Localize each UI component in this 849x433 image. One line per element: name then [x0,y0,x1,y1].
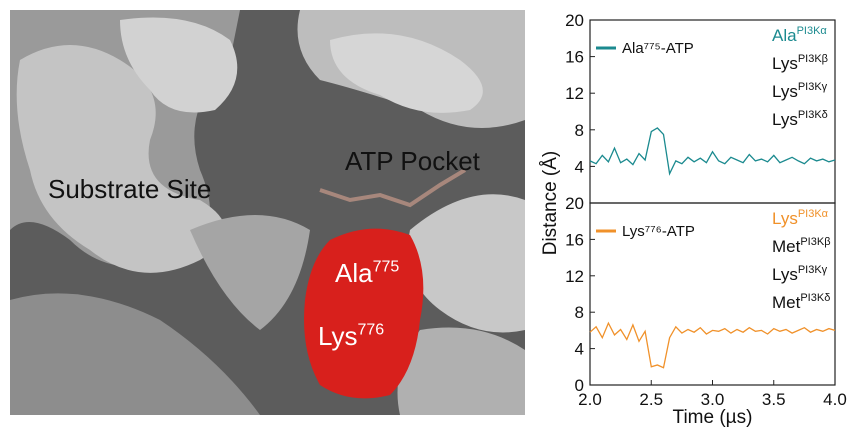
x-axis-label: Time (µs) [673,407,753,428]
residue-label-sup: PI3Kα [797,25,828,37]
residue-label-base: Lys [772,110,798,129]
y-tick-label: 16 [565,230,584,249]
image-label: ATP Pocket [345,146,481,176]
y-tick-label: 20 [565,11,584,30]
image-label-sup: 775 [373,259,400,276]
data-line [590,128,835,174]
residue-label: MetPI3Kβ [772,236,831,256]
image-label-base: Ala [335,258,373,288]
y-tick-label: 4 [575,157,584,176]
y-tick-label: 8 [575,303,584,322]
residue-label-base: Lys [772,82,798,101]
residue-label-sup: PI3Kδ [798,109,828,121]
x-tick-label: 3.5 [762,390,786,409]
residue-label: LysPI3Kγ [772,264,828,284]
y-tick-label: 12 [565,84,584,103]
residue-label-base: Ala [772,26,797,45]
x-tick-label: 2.0 [578,390,602,409]
y-tick-label: 12 [565,267,584,286]
x-tick-label: 2.5 [639,390,663,409]
image-label: Substrate Site [48,174,211,204]
residue-label: LysPI3Kδ [772,109,828,129]
residue-label-base: Met [772,237,801,256]
residue-label-sup: PI3Kβ [798,53,828,65]
residue-label-sup: PI3Kγ [798,81,828,93]
residue-label: LysPI3Kβ [772,53,828,73]
residue-label: LysPI3Kγ [772,81,828,101]
surface-image [10,10,525,415]
image-label-sup: 776 [358,322,385,339]
y-tick-label: 20 [565,194,584,213]
y-tick-label: 4 [575,340,584,359]
residue-label-sup: PI3Kγ [798,264,828,276]
residue-label: LysPI3Kα [772,208,829,228]
residue-label-base: Lys [772,54,798,73]
residue-label: AlaPI3Kα [772,25,827,45]
y-axis-label: Distance (Å) [540,151,561,256]
y-tick-label: 8 [575,121,584,140]
legend-label: Ala⁷⁷⁵-ATP [622,40,694,57]
residue-label-sup: PI3Kα [798,208,829,220]
x-tick-label: 4.0 [823,390,847,409]
residue-label-base: Lys [772,265,798,284]
residue-label-sup: PI3Kβ [800,236,830,248]
residue-label-base: Lys [772,209,798,228]
legend-label: Lys⁷⁷⁶-ATP [622,223,695,240]
highlighted-residues [304,229,423,399]
figure: Substrate SiteATP PocketAla775Lys7764812… [0,0,849,428]
image-label-base: Lys [318,321,358,351]
data-line [590,323,835,368]
residue-label-base: Met [772,293,801,312]
residue-label-sup: PI3Kδ [800,292,830,304]
residue-label: MetPI3Kδ [772,292,830,312]
y-tick-label: 16 [565,48,584,67]
